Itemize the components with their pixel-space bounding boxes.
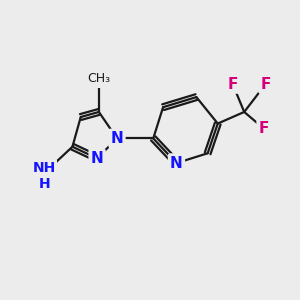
- Text: H: H: [38, 178, 50, 191]
- Text: F: F: [227, 76, 238, 92]
- Text: NH: NH: [33, 161, 56, 175]
- Text: N: N: [170, 156, 183, 171]
- Text: N: N: [91, 151, 103, 166]
- Text: F: F: [259, 121, 269, 136]
- Text: CH₃: CH₃: [87, 73, 110, 85]
- Text: N: N: [111, 131, 123, 146]
- Text: F: F: [260, 76, 271, 92]
